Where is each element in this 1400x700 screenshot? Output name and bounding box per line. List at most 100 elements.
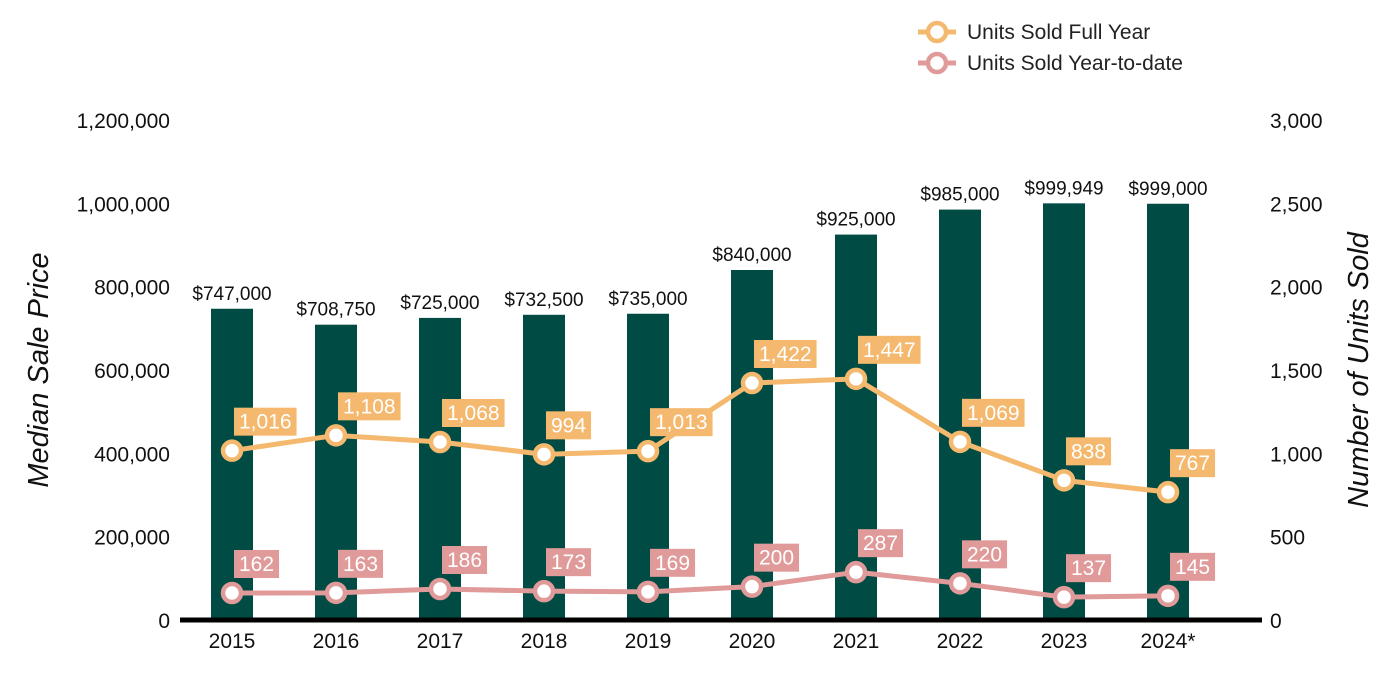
ytd-point-label-text: 162 xyxy=(239,553,274,576)
ytd-point-label-box xyxy=(754,543,800,572)
ytd-point-label: 162 xyxy=(234,550,280,578)
left-tick-label: 400,000 xyxy=(94,443,170,466)
full-year-point xyxy=(844,367,868,391)
ytd-legend-marker xyxy=(925,51,949,75)
x-tick-label: 2022 xyxy=(937,630,984,653)
ytd-point-label-text: 287 xyxy=(863,532,898,555)
left-tick-label: 0 xyxy=(158,610,170,633)
right-tick-label: 0 xyxy=(1270,610,1282,633)
full-year-point-label: 1,016 xyxy=(234,407,297,436)
ytd-point-label: 200 xyxy=(754,543,800,572)
ytd-point xyxy=(532,579,556,603)
full-year-point-label-box xyxy=(546,411,592,440)
full-year-point-label-box xyxy=(858,335,921,364)
x-tick-label: 2018 xyxy=(521,630,568,653)
full-year-point-label: 1,108 xyxy=(338,392,401,421)
ytd-point-label-text: 173 xyxy=(551,551,586,574)
bar xyxy=(1043,203,1085,620)
full-year-point-label: 1,069 xyxy=(962,398,1025,427)
ytd-point-label-box xyxy=(546,548,592,577)
bar-value-label: $725,000 xyxy=(400,293,479,314)
ytd-point-label: 186 xyxy=(442,546,488,574)
full-year-point xyxy=(948,430,972,454)
x-tick-label: 2017 xyxy=(417,630,464,653)
full-year-legend-marker xyxy=(925,20,949,44)
ytd-point-label-text: 137 xyxy=(1071,557,1106,580)
bar-value-label: $985,000 xyxy=(920,185,999,206)
full-year-point-label-box xyxy=(338,392,401,421)
right-tick-label: 500 xyxy=(1270,527,1305,550)
bar-value-label: $747,000 xyxy=(192,284,271,305)
bar xyxy=(1147,203,1189,620)
x-tick-label: 2019 xyxy=(625,630,672,653)
ytd-point-label-box xyxy=(858,529,904,558)
x-tick-label: 2020 xyxy=(729,630,776,653)
right-tick-label: 1,500 xyxy=(1270,360,1323,383)
ytd-point-label-box xyxy=(962,540,1008,569)
ytd-point xyxy=(428,577,452,601)
full-year-point-label-text: 1,447 xyxy=(863,339,916,362)
full-year-point xyxy=(324,424,348,447)
full-year-point-label-text: 1,013 xyxy=(655,411,708,434)
ytd-point-label-box xyxy=(234,550,280,578)
bar-value-label: $925,000 xyxy=(816,210,895,231)
full-year-point-label-text: 767 xyxy=(1175,452,1210,475)
right-axis-title: Number of Units Sold xyxy=(1343,231,1375,507)
full-year-point-label: 838 xyxy=(1066,437,1112,466)
lines-layer: 1,016 1,108 1,068 994 1,013 1,422 1,447 1,069 83… xyxy=(220,335,1216,609)
legend: Units Sold Full Year Units Sold Year-to-d… xyxy=(918,20,1183,75)
ytd-point-label: 169 xyxy=(650,548,696,577)
ytd-point-label-text: 145 xyxy=(1175,556,1210,579)
right-tick-labels: 0 500 1,000 1,500 2,000 2,500 3,000 xyxy=(1270,110,1323,633)
bar-value-label: $732,500 xyxy=(504,290,583,311)
right-tick-label: 1,000 xyxy=(1270,443,1323,466)
full-year-point xyxy=(1156,480,1180,504)
full-year-point-label-text: 994 xyxy=(551,414,586,437)
x-tick-label: 2024* xyxy=(1141,630,1196,653)
ytd-legend-label: Units Sold Year-to-date xyxy=(967,52,1183,75)
ytd-point-label-text: 186 xyxy=(447,549,482,572)
full-year-point-label: 1,422 xyxy=(754,340,817,368)
full-year-point-label-box xyxy=(234,407,297,436)
full-year-point-label-text: 838 xyxy=(1071,440,1106,463)
x-tick-label: 2021 xyxy=(833,630,880,653)
full-year-point-label-box xyxy=(442,399,505,427)
full-year-point-label-text: 1,068 xyxy=(447,402,500,425)
left-axis-title: Median Sale Price xyxy=(23,252,55,487)
full-year-point-label-box xyxy=(650,408,713,437)
full-year-legend-label: Units Sold Full Year xyxy=(967,21,1150,44)
full-year-point-label: 1,068 xyxy=(442,399,505,427)
ytd-point-label-text: 169 xyxy=(655,552,690,575)
ytd-point-label: 287 xyxy=(858,529,904,558)
ytd-point xyxy=(844,560,868,584)
ytd-point xyxy=(948,572,972,595)
full-year-point-label-box xyxy=(1170,449,1216,478)
ytd-point-label: 145 xyxy=(1170,552,1216,581)
bar-value-label: $708,750 xyxy=(296,300,375,321)
full-year-point-label: 1,447 xyxy=(858,335,921,364)
left-tick-label: 1,000,000 xyxy=(77,193,170,216)
full-year-point xyxy=(532,443,556,466)
ytd-point xyxy=(740,575,764,598)
ytd-point-label-text: 163 xyxy=(343,553,378,576)
ytd-point-label: 163 xyxy=(338,549,384,578)
ytd-series-line xyxy=(231,569,1169,600)
full-year-point-label-box xyxy=(754,340,817,368)
x-tick-label: 2015 xyxy=(209,630,256,653)
full-year-point-label-box xyxy=(1066,437,1112,466)
bar xyxy=(419,317,461,620)
x-tick-labels: 2015 2016 2017 2018 2019 2020 2021 2022 2023 2024… xyxy=(209,630,1196,653)
full-year-point xyxy=(1052,469,1076,492)
ytd-point-label-text: 220 xyxy=(967,543,1002,566)
ytd-point-label: 137 xyxy=(1066,554,1112,583)
full-year-point-label: 767 xyxy=(1170,449,1216,478)
ytd-point-label: 173 xyxy=(546,548,592,577)
bars-layer: $747,000 $708,750 $725,000 $732,500 $735,000… xyxy=(192,178,1208,621)
x-tick-label: 2016 xyxy=(313,630,360,653)
right-tick-label: 2,500 xyxy=(1270,193,1323,216)
full-year-point-label: 994 xyxy=(546,411,592,440)
ytd-point xyxy=(1156,584,1180,608)
ytd-point xyxy=(220,581,244,605)
bar-value-label: $999,000 xyxy=(1128,179,1207,200)
